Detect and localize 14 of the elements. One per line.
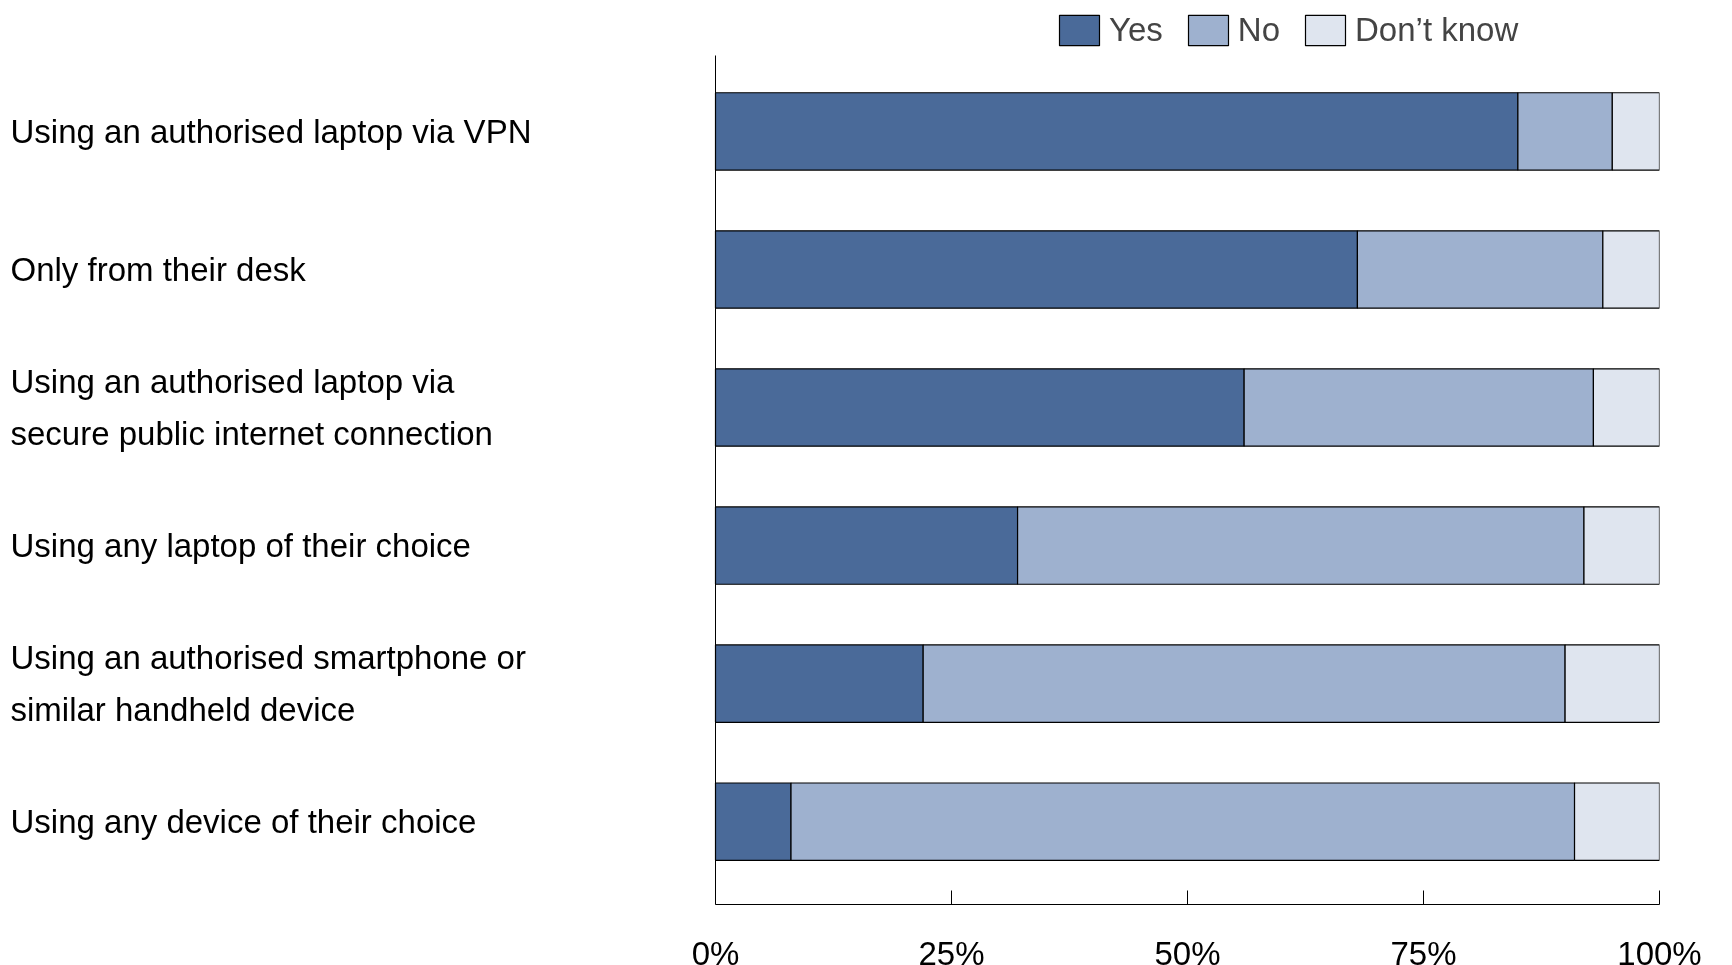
legend-label: Don’t know (1355, 11, 1519, 49)
y-tick-label: Using any device of their choice (10, 803, 477, 841)
x-tick-label: 25% (918, 934, 985, 965)
x-tick-label: 100% (1617, 934, 1702, 965)
y-tick-label: Only from their desk (10, 250, 307, 288)
legend-label: No (1237, 11, 1281, 49)
y-tick-label: Using an authorised smartphone or similar handheld device (10, 639, 526, 729)
y-tick-label: Using an authorised laptop via VPN (10, 112, 532, 150)
y-tick-label: Using any laptop of their choice (10, 527, 471, 565)
legend-label: Yes (1109, 11, 1163, 49)
y-tick-label: Using an authorised laptop via secure public internet connection (10, 363, 493, 452)
x-tick-label: 50% (1154, 934, 1221, 965)
x-tick-label: 75% (1390, 934, 1457, 965)
x-tick-label: 0% (691, 934, 740, 965)
